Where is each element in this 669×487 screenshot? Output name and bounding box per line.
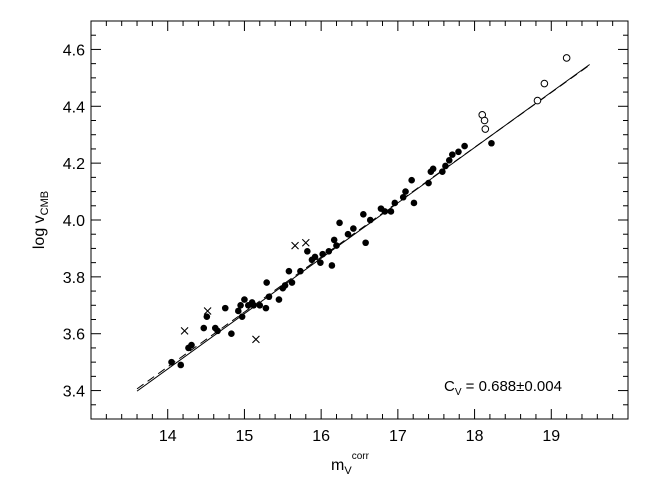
y-tick-label: 4.6 [63, 42, 85, 59]
filled-circle-point [387, 208, 395, 215]
dashed-fit-line [136, 64, 590, 390]
filled-circle-point [228, 330, 235, 338]
y-tick-label: 3.4 [63, 384, 85, 401]
y-tick-label: 4.4 [63, 99, 85, 116]
filled-circle-point [319, 250, 326, 258]
filled-circle-point [410, 199, 418, 207]
open-circle-point [540, 79, 549, 88]
x-tick-label: 14 [159, 428, 177, 445]
slope-annotation: CV = 0.688±0.004 [444, 378, 562, 398]
filled-circle-point [297, 267, 304, 275]
x-tick-label: 18 [466, 428, 484, 445]
filled-circle-point [330, 236, 338, 244]
filled-circle-point [203, 313, 211, 320]
open-circle-point [481, 125, 490, 133]
filled-circle-point [488, 139, 495, 147]
filled-circle-point [402, 188, 409, 195]
filled-circle-point [442, 162, 449, 170]
x-tick-label: 16 [312, 428, 330, 445]
axis-ticks [90, 20, 629, 420]
filled-circle-point [256, 301, 264, 309]
filled-circle-point [281, 282, 289, 289]
filled-circle-point [285, 267, 293, 275]
filled-circle-point [429, 165, 437, 173]
filled-circle-point [344, 230, 352, 238]
filled-circle-point [366, 216, 374, 224]
filled-circle-point [250, 301, 257, 309]
cross-point [301, 238, 310, 247]
y-tick-label: 3.6 [63, 327, 85, 344]
filled-circle-point [336, 219, 343, 227]
x-tick-label: 17 [389, 428, 407, 445]
cross-point [291, 241, 299, 250]
filled-circle-point [237, 301, 244, 309]
cross-point [203, 307, 212, 315]
solid-fit-line [136, 64, 590, 392]
filled-circle-point [325, 247, 333, 255]
filled-circle-point [265, 293, 273, 301]
filled-circle-point [241, 296, 248, 303]
filled-circle-point [221, 304, 229, 312]
filled-circle-point [391, 199, 399, 207]
filled-circle-point [234, 307, 242, 315]
filled-circle-point [439, 168, 446, 175]
filled-circle-point [362, 239, 369, 247]
y-tick-label: 4.2 [63, 156, 85, 173]
filled-circle-point [238, 313, 246, 320]
cross-point [252, 335, 260, 344]
filled-circle-point [408, 176, 415, 184]
x-tick-label: 15 [236, 428, 254, 445]
filled-circle-point [461, 142, 468, 150]
filled-circle-point [200, 324, 208, 332]
filled-circle-point [177, 361, 185, 369]
y-axis-label: log vCMB [31, 191, 51, 249]
filled-circle-point [214, 327, 221, 335]
filled-circle-point [288, 279, 296, 286]
filled-circle-point [350, 225, 357, 232]
open-circle-point [533, 96, 542, 105]
y-tick-label: 4.0 [63, 213, 85, 230]
filled-circle-point [168, 358, 175, 366]
fit-lines [136, 64, 590, 392]
filled-circle-point [360, 211, 367, 218]
filled-circle-point [449, 151, 456, 158]
filled-circle-point [263, 279, 270, 286]
data-points [168, 54, 571, 369]
filled-circle-point [455, 148, 462, 156]
filled-circle-point [311, 253, 319, 261]
filled-circle-point [445, 157, 453, 164]
y-tick-label: 3.8 [63, 270, 85, 287]
filled-circle-point [381, 208, 389, 215]
x-axis-label: mVcorr [331, 451, 370, 477]
filled-circle-point [399, 193, 407, 201]
filled-circle-point [304, 247, 311, 255]
filled-circle-point [188, 341, 195, 349]
filled-circle-point [275, 296, 283, 303]
open-circle-point [562, 54, 571, 62]
open-circle-point [480, 116, 489, 125]
filled-circle-point [425, 179, 432, 187]
filled-circle-point [317, 259, 324, 266]
cross-point [180, 326, 189, 335]
x-tick-label: 19 [542, 428, 560, 445]
filled-circle-point [262, 304, 270, 312]
filled-circle-point [328, 262, 336, 269]
axis-tick-labels: 14 15 16 17 18 19 3.4 3.6 3.8 4.0 4.2 4.4 4.6 [63, 42, 561, 445]
filled-circle-point [333, 242, 340, 249]
